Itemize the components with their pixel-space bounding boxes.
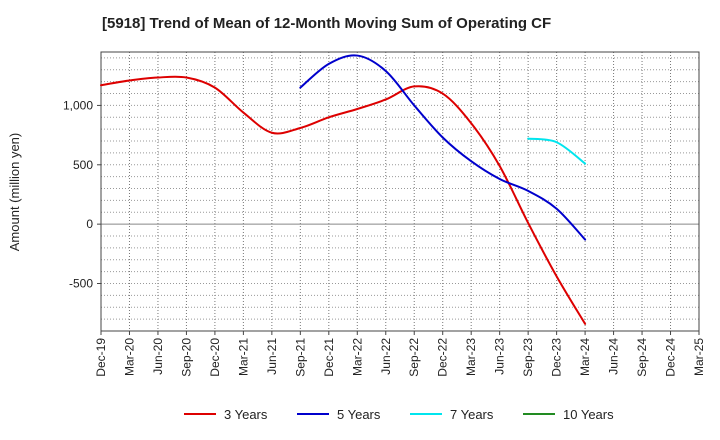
- x-tick-label: Mar-22: [350, 338, 364, 376]
- y-tick-labels: -500 0 500 1,000: [63, 98, 93, 290]
- x-tick-label: Mar-24: [578, 338, 592, 376]
- x-tick-label: Dec-22: [436, 338, 450, 377]
- legend-label: 10 Years: [563, 407, 614, 422]
- x-tick-label: Mar-25: [692, 338, 706, 376]
- x-tick-label: Dec-24: [664, 338, 678, 377]
- plot-frame: [100, 51, 700, 332]
- x-tick-label: Dec-20: [208, 338, 222, 377]
- x-tick-label: Sep-22: [407, 338, 421, 377]
- legend-label: 3 Years: [224, 407, 268, 422]
- x-tick-label: Dec-21: [322, 338, 336, 377]
- x-tick-label: Mar-21: [236, 338, 250, 376]
- y-axis-title: Amount (million yen): [7, 133, 22, 252]
- axes: [97, 51, 700, 335]
- legend-label: 7 Years: [450, 407, 494, 422]
- x-tick-labels: Dec-19 Mar-20 Jun-20 Sep-20 Dec-20 Mar-21 Jun-…: [94, 338, 706, 377]
- x-tick-label: Dec-19: [94, 338, 108, 377]
- grid-lines: [101, 52, 699, 332]
- chart-title: [5918] Trend of Mean of 12-Month Moving …: [102, 15, 551, 32]
- x-tick-label: Dec-23: [550, 338, 564, 377]
- y-tick-label: 1,000: [63, 98, 93, 112]
- x-tick-label: Jun-23: [493, 338, 507, 375]
- x-tick-label: Sep-23: [521, 338, 535, 377]
- x-tick-label: Sep-21: [293, 338, 307, 377]
- x-tick-label: Jun-21: [265, 338, 279, 375]
- x-tick-label: Mar-23: [464, 338, 478, 376]
- x-tick-label: Sep-20: [179, 338, 193, 377]
- x-tick-label: Jun-22: [379, 338, 393, 375]
- x-tick-label: Sep-24: [635, 338, 649, 377]
- series-line-3-years: [100, 75, 587, 325]
- y-tick-label: -500: [69, 277, 93, 291]
- x-tick-label: Jun-20: [151, 338, 165, 375]
- x-tick-label: Mar-20: [122, 338, 136, 376]
- y-tick-label: 500: [73, 158, 93, 172]
- x-tick-label: Jun-24: [607, 338, 621, 375]
- y-tick-label: 0: [86, 217, 93, 231]
- series-lines: [100, 54, 587, 325]
- legend: 3 Years 5 Years 7 Years 10 Years: [184, 407, 614, 422]
- series-line-5-years: [299, 54, 587, 241]
- series-line-7-years: [527, 137, 587, 165]
- legend-label: 5 Years: [337, 407, 381, 422]
